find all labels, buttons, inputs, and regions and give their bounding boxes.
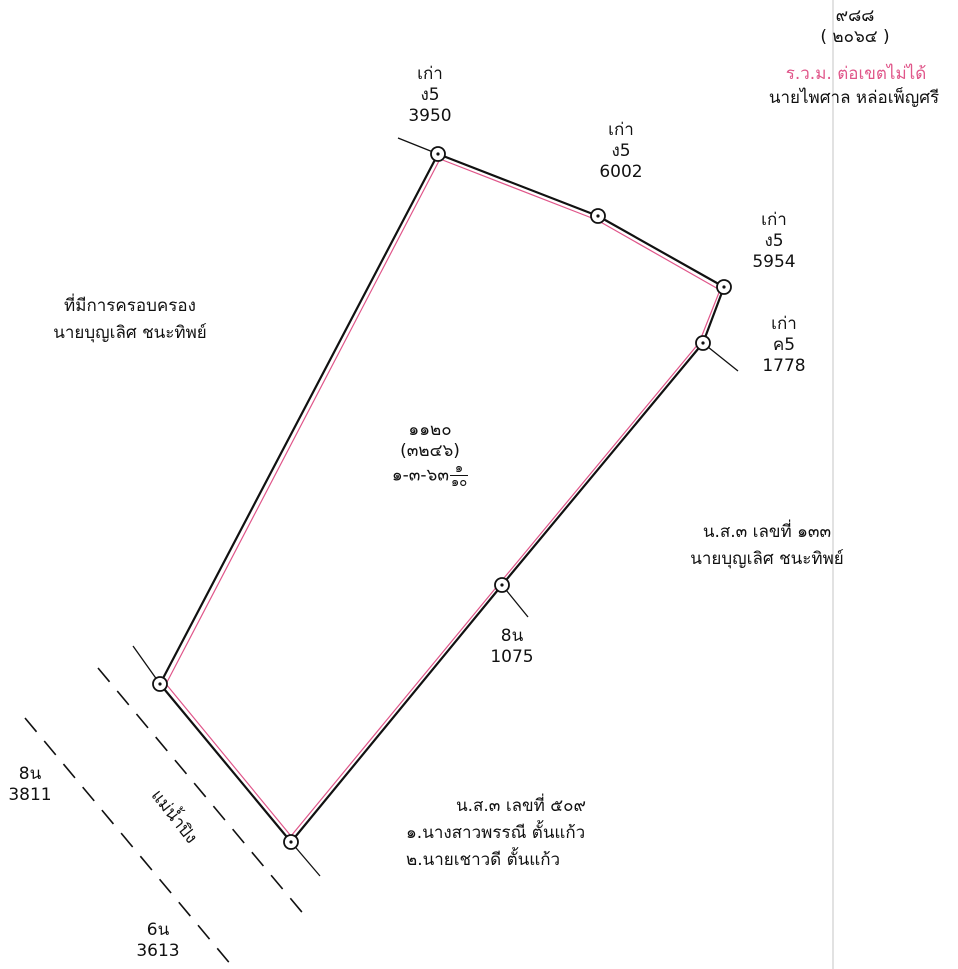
neighbor-south-line: ๒.นายเชาวดี ตั้นแก้ว xyxy=(406,850,561,870)
marker-label-line: ง5 xyxy=(764,231,784,251)
marker-1075 xyxy=(494,577,510,593)
marker-label-1778: เก่า ค5 1778 xyxy=(754,314,814,377)
marker-nw xyxy=(152,676,168,692)
neighbor-west-line: นายบุญเลิศ ชนะทิพย์ xyxy=(53,323,207,343)
marker-label-line: 1778 xyxy=(762,356,806,376)
parcel-sub: ( ๒๐๖๔ ) xyxy=(820,27,890,47)
river-bank-east xyxy=(97,667,307,918)
marker-label-line: 3613 xyxy=(136,941,180,961)
marker-label-line: 8น xyxy=(500,626,524,646)
parcel-no: ๙๘๘ xyxy=(835,6,875,26)
marker-label-line: 5954 xyxy=(752,252,796,272)
surveyor-note: ร.ว.ม. ต่อเขตไม่ได้ xyxy=(785,64,927,84)
marker-label-line: 8น xyxy=(18,764,42,784)
surveyor-name: นายไพศาล หล่อเพ็ญศรี xyxy=(768,88,940,108)
parcel-sub-number: (๓๒๔๖) xyxy=(400,441,460,461)
marker-label-line: ง5 xyxy=(611,141,631,161)
marker-label-line: เก่า xyxy=(417,64,443,84)
marker-label-line: 3811 xyxy=(8,785,52,805)
parcel-boundary-pink xyxy=(165,158,721,837)
neighbor-south-line: ๑.นางสาวพรรณี ตั้นแก้ว xyxy=(406,823,586,843)
neighbor-south-line: น.ส.๓ เลขที่ ๕๐๙ xyxy=(456,796,586,816)
marker-label-line: เก่า xyxy=(761,210,787,230)
fraction-denominator: ๑๐ xyxy=(450,475,468,490)
neighbor-east-line: นายบุญเลิศ ชนะทิพย์ xyxy=(690,549,844,569)
marker-label-line: 6น xyxy=(146,920,170,940)
neighbor-west-line: ที่มีการครอบครอง xyxy=(64,296,196,316)
marker-label-line: 6002 xyxy=(599,162,643,182)
marker-label-line: ง5 xyxy=(420,85,440,105)
marker-label-line: เก่า xyxy=(608,120,634,140)
parcel-area-main: ๑-๓-๖๓ xyxy=(391,465,449,486)
marker-3950 xyxy=(430,146,446,162)
neighbor-west: ที่มีการครอบครอง นายบุญเลิศ ชนะทิพย์ xyxy=(20,296,240,344)
neighbor-south: น.ส.๓ เลขที่ ๕๐๙ ๑.นางสาวพรรณี ตั้นแก้ว … xyxy=(406,796,636,871)
marker-label-line: 3950 xyxy=(408,106,452,126)
neighbor-east: น.ส.๓ เลขที่ ๑๓๓ นายบุญเลิศ ชนะทิพย์ xyxy=(662,522,872,570)
marker-label-3950: เก่า ง5 3950 xyxy=(400,64,460,127)
marker-label-6002: เก่า ง5 6002 xyxy=(591,120,651,183)
parcel-area-fraction: ๑๑๐ xyxy=(449,462,469,490)
parcel-boundary xyxy=(158,152,726,844)
marker-1778 xyxy=(695,335,711,351)
marker-label-3613: 6น 3613 xyxy=(130,920,186,962)
river-bank-west xyxy=(24,717,233,967)
marker-label-line: เก่า xyxy=(771,314,797,334)
parcel-area: ๑-๓-๖๓๑๑๐ xyxy=(360,462,500,489)
parcel-number-header: ๙๘๘ ( ๒๐๖๔ ) xyxy=(800,6,910,48)
marker-5954 xyxy=(716,279,732,295)
river-label: แม่น้ำปิง xyxy=(147,784,204,847)
parcel-center-label: ๑๑๒๐ (๓๒๔๖) ๑-๓-๖๓๑๑๐ xyxy=(360,420,500,489)
marker-south xyxy=(283,834,299,850)
marker-label-3811: 8น 3811 xyxy=(2,764,58,806)
marker-6002 xyxy=(590,208,606,224)
fraction-numerator: ๑ xyxy=(449,462,469,476)
marker-label-1075: 8น 1075 xyxy=(482,626,542,668)
marker-label-5954: เก่า ง5 5954 xyxy=(744,210,804,273)
parcel-number: ๑๑๒๐ xyxy=(408,420,452,440)
neighbor-east-line: น.ส.๓ เลขที่ ๑๓๓ xyxy=(702,522,832,542)
marker-label-line: 1075 xyxy=(490,647,534,667)
marker-label-line: ค5 xyxy=(772,335,796,355)
